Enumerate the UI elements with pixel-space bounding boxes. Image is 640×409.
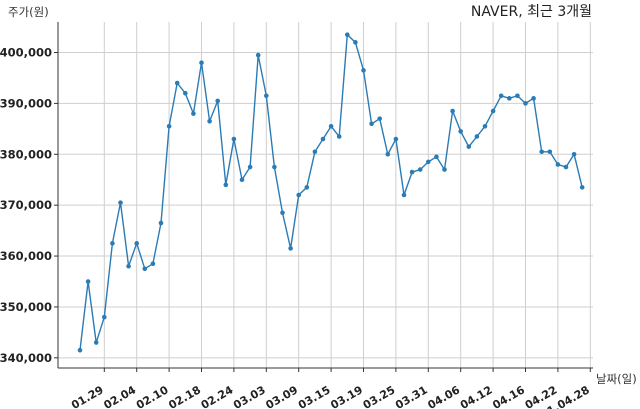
chart-title: NAVER, 최근 3개월 [471, 4, 592, 20]
price-point [296, 192, 302, 198]
price-point [183, 90, 188, 96]
price-point [118, 200, 123, 205]
price-point [345, 32, 350, 38]
y-tick-label: 370,000 [0, 198, 52, 212]
price-point [523, 101, 528, 106]
price-point [174, 80, 180, 86]
price-point [288, 246, 293, 251]
x-tick-label: 03.09 [264, 383, 301, 409]
price-point [102, 314, 107, 320]
price-point [539, 149, 544, 155]
price-point [531, 96, 536, 101]
point-layer [77, 32, 585, 353]
price-point [158, 220, 164, 226]
price-point [434, 154, 439, 160]
price-point [280, 210, 285, 216]
price-point [409, 169, 415, 175]
y-tick-labels: 340,000 350,000 360,000 370,000 380,000 390,0… [0, 46, 52, 365]
y-tick-label: 380,000 [0, 147, 52, 161]
price-point [377, 116, 383, 121]
price-point [466, 144, 472, 149]
price-point [255, 52, 261, 58]
price-point [385, 151, 391, 157]
price-point [369, 121, 374, 127]
price-point [474, 134, 480, 139]
price-point [401, 192, 407, 198]
price-point [85, 279, 91, 284]
price-point [247, 164, 253, 170]
price-point [142, 266, 148, 272]
price-point [272, 164, 277, 170]
y-tick-label: 400,000 [0, 46, 52, 60]
y-tick-label: 340,000 [0, 351, 52, 365]
x-tick-labels: 01.2902.0402.1002.1802.2403.0303.0903.15… [69, 383, 592, 409]
price-point [571, 151, 577, 157]
price-point [191, 111, 196, 116]
x-tick-label: 03.25 [361, 383, 398, 409]
x-tick-label: 04.16 [490, 383, 527, 409]
price-point [166, 124, 172, 129]
price-point [563, 164, 569, 170]
price-point [77, 347, 83, 353]
price-point [450, 108, 455, 114]
price-point [134, 241, 139, 246]
price-point [328, 124, 334, 129]
price-point [110, 241, 115, 246]
axis-layer [54, 22, 593, 372]
x-tick-label: 02.10 [134, 383, 171, 409]
price-point [199, 60, 204, 66]
price-point [126, 263, 131, 269]
y-tick-label: 360,000 [0, 249, 52, 263]
price-point [361, 68, 366, 73]
price-point [507, 96, 512, 101]
y-axis-title: 주가(원) [8, 5, 49, 19]
price-point [458, 129, 464, 134]
price-point [207, 118, 212, 124]
x-tick-label: 03.19 [328, 383, 365, 409]
price-point [264, 93, 269, 99]
price-point [320, 136, 326, 142]
price-point [417, 167, 423, 172]
price-point [215, 98, 220, 104]
price-point [93, 340, 99, 345]
price-point [231, 136, 237, 142]
x-tick-label: 04.12 [458, 383, 495, 409]
price-point [150, 261, 156, 266]
price-point [223, 182, 229, 188]
x-tick-label: 03.31 [393, 383, 430, 409]
x-tick-label: 02.18 [166, 383, 203, 409]
y-tick-label: 350,000 [0, 300, 52, 314]
price-point [442, 167, 447, 172]
x-tick-label: 04.06 [426, 383, 463, 409]
price-point [547, 149, 553, 155]
price-point [426, 159, 431, 165]
x-tick-label: 03.15 [296, 383, 333, 409]
x-tick-label: 03.03 [231, 383, 268, 409]
price-point [498, 93, 504, 99]
price-point [393, 136, 399, 142]
grid-layer [58, 22, 593, 368]
x-tick-label: 01.29 [69, 383, 106, 409]
x-axis-title: 날짜(일) [596, 372, 637, 386]
x-tick-label: 02.04 [102, 383, 139, 409]
price-point [579, 185, 585, 190]
price-point [336, 134, 342, 139]
price-point [515, 93, 520, 99]
y-tick-label: 390,000 [0, 96, 52, 110]
price-point [312, 149, 318, 155]
price-point [490, 108, 496, 114]
price-point [353, 40, 358, 45]
price-point [482, 124, 488, 129]
x-tick-label: 02.24 [199, 383, 236, 409]
price-point [239, 177, 245, 183]
price-point [555, 162, 561, 167]
price-point [304, 185, 310, 190]
